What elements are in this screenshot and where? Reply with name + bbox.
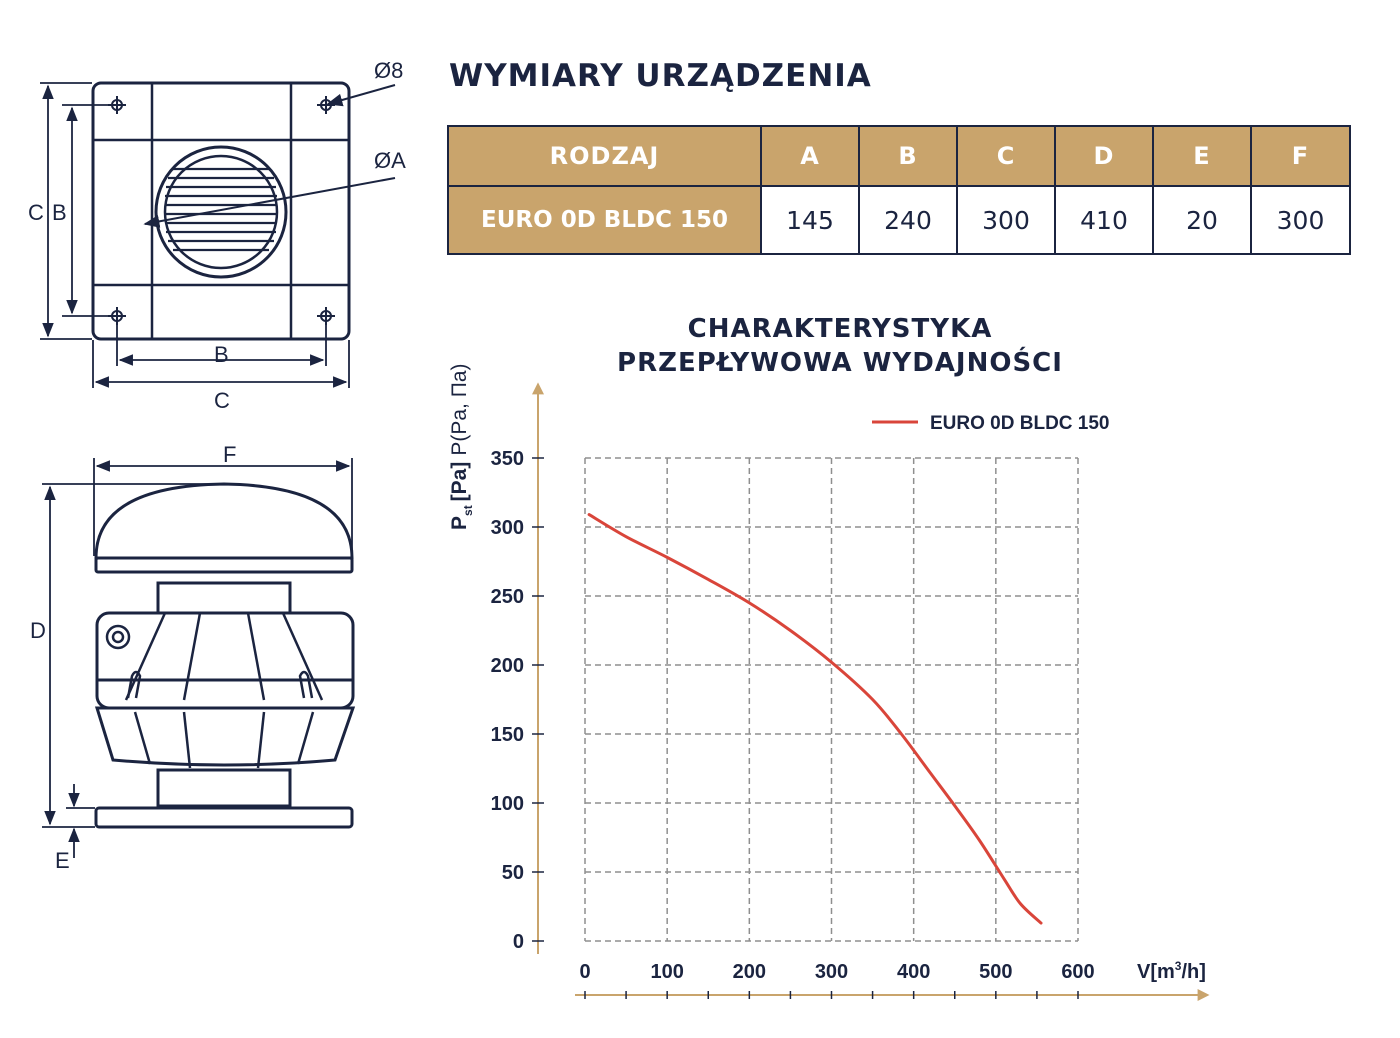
chart-title-line1: CHARAKTERYSTYKA bbox=[687, 314, 993, 344]
plot-area bbox=[587, 513, 1043, 925]
cell-b: 240 bbox=[858, 185, 958, 255]
header-a: A bbox=[760, 125, 860, 187]
y-tick-label: 300 bbox=[491, 517, 524, 539]
y-label-alt: P(Pa, Па) bbox=[448, 364, 471, 456]
x-tick-label: 500 bbox=[979, 961, 1012, 983]
base-plate-side bbox=[94, 806, 354, 829]
chart-title-line2: PRZEPŁYWOWA WYDAJNOŚCI bbox=[617, 348, 1063, 378]
y-tick-label: 200 bbox=[491, 655, 524, 677]
chart-title: CHARAKTERYSTYKA PRZEPŁYWOWA WYDAJNOŚCI bbox=[540, 312, 1140, 380]
x-tick-label: 300 bbox=[815, 961, 848, 983]
cell-f: 300 bbox=[1250, 185, 1351, 255]
label-c-horizontal: C bbox=[214, 388, 230, 413]
top-view bbox=[40, 81, 396, 388]
label-c-vertical: C bbox=[28, 200, 44, 225]
y-tick-label: 50 bbox=[502, 862, 524, 884]
header-f: F bbox=[1250, 125, 1351, 187]
label-hole-diameter: Ø8 bbox=[374, 58, 403, 83]
x-label-superscript: 3 bbox=[1175, 959, 1182, 973]
header-c: C bbox=[956, 125, 1056, 187]
cell-model: EURO 0D BLDC 150 bbox=[447, 185, 762, 255]
legend-label: EURO 0D BLDC 150 bbox=[930, 413, 1110, 434]
x-axis-ticks: 0 100 200 300 400 500 600 bbox=[579, 961, 1095, 999]
page-title: WYMIARY URZĄDZENIA bbox=[449, 58, 872, 94]
dome-cap bbox=[94, 482, 354, 560]
cell-d: 410 bbox=[1054, 185, 1154, 255]
x-label-end: /h] bbox=[1181, 961, 1205, 983]
y-label-subscript: st bbox=[461, 505, 475, 516]
label-duct-diameter: ØA bbox=[374, 148, 406, 173]
label-b-horizontal: B bbox=[214, 342, 229, 367]
x-tick-label: 400 bbox=[897, 961, 930, 983]
y-axis-ticks: 0 50 100 150 200 250 300 350 bbox=[491, 448, 544, 953]
table-row: EURO 0D BLDC 150 145 240 300 410 20 300 bbox=[447, 185, 1351, 255]
x-tick-label: 600 bbox=[1061, 961, 1094, 983]
y-tick-label: 250 bbox=[491, 586, 524, 608]
series-line bbox=[587, 513, 1043, 925]
chart-grid bbox=[584, 457, 1079, 942]
cell-c: 300 bbox=[956, 185, 1056, 255]
x-tick-label: 200 bbox=[733, 961, 766, 983]
label-f-width: F bbox=[223, 442, 236, 467]
y-tick-label: 100 bbox=[491, 793, 524, 815]
cell-a: 145 bbox=[760, 185, 860, 255]
y-tick-label: 150 bbox=[491, 724, 524, 746]
x-tick-label: 100 bbox=[650, 961, 683, 983]
y-tick-label: 0 bbox=[513, 931, 524, 953]
table-header-row: RODZAJ A B C D E F bbox=[447, 125, 1351, 187]
dimensions-table: RODZAJ A B C D E F EURO 0D BLDC 150 145 … bbox=[447, 125, 1351, 255]
header-e: E bbox=[1152, 125, 1252, 187]
cable-gland-icon bbox=[105, 624, 131, 650]
base-plate-outline bbox=[91, 81, 351, 341]
label-e-thickness: E bbox=[55, 848, 70, 873]
label-d-height: D bbox=[30, 618, 46, 643]
y-label-symbol: P bbox=[448, 516, 471, 530]
duct-circle bbox=[154, 145, 288, 279]
header-rodzaj: RODZAJ bbox=[447, 125, 762, 187]
cell-e: 20 bbox=[1152, 185, 1252, 255]
x-label-main: V[m bbox=[1137, 961, 1175, 983]
header-d: D bbox=[1054, 125, 1154, 187]
chart-legend: EURO 0D BLDC 150 bbox=[872, 413, 1110, 434]
label-b-vertical: B bbox=[52, 200, 67, 225]
device-drawing: Ø8 ØA C B B C bbox=[28, 58, 406, 873]
y-label-unit: [Pa] bbox=[448, 462, 471, 502]
side-view bbox=[42, 458, 356, 858]
x-tick-label: 0 bbox=[579, 961, 590, 983]
x-axis-label: V[m3/h] bbox=[1137, 959, 1206, 983]
y-axis-label: Pst [Pa] P(Pa, Па) bbox=[448, 364, 475, 531]
y-tick-label: 350 bbox=[491, 448, 524, 470]
header-b: B bbox=[858, 125, 958, 187]
